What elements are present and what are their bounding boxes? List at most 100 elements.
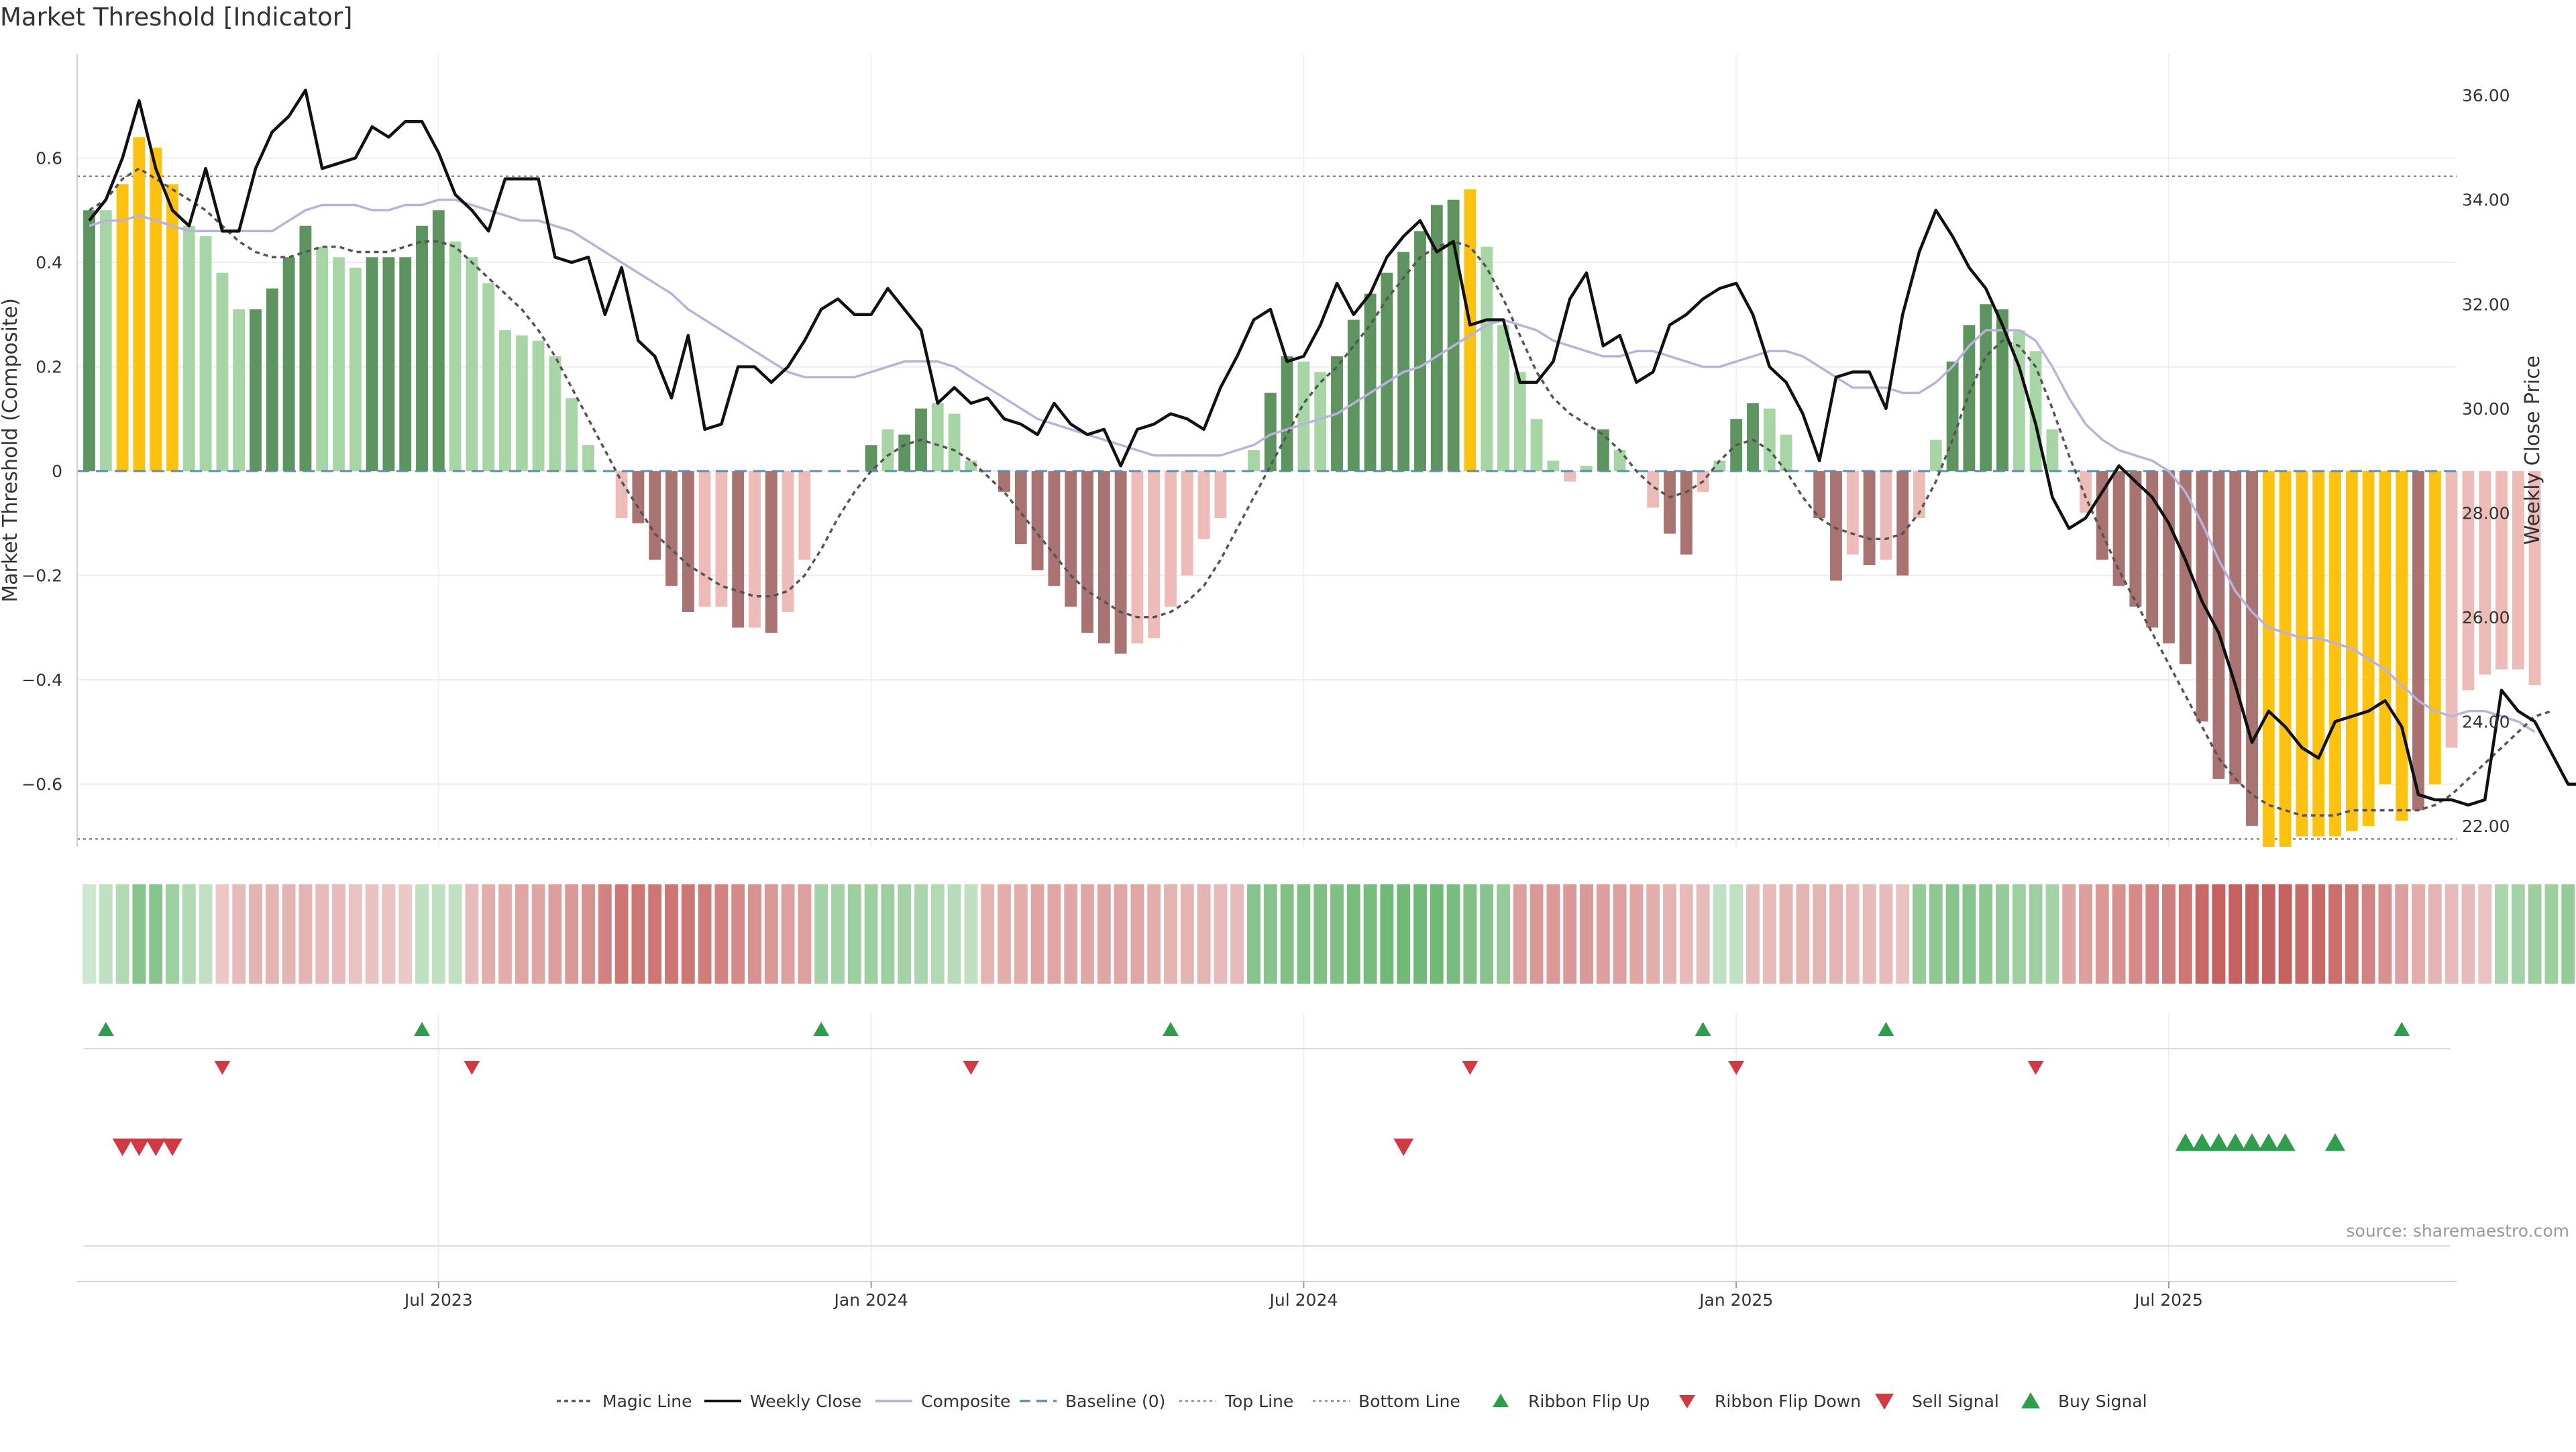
ribbon-cell [2312, 884, 2326, 984]
ribbon-cell [1813, 884, 1827, 984]
threshold-bar [1946, 361, 1959, 472]
ribbon-cell [864, 884, 878, 984]
ribbon-cell [215, 884, 229, 984]
ribbon-flip-up-marker [414, 1022, 430, 1036]
source-credit: source: sharemaestro.com [2346, 1221, 2570, 1241]
threshold-bar [382, 257, 395, 472]
ribbon-cell [332, 884, 345, 984]
ribbon-cell [465, 884, 479, 984]
threshold-bar [282, 257, 295, 472]
threshold-bar [2462, 471, 2475, 690]
threshold-bar [2112, 471, 2125, 586]
threshold-bar [199, 236, 212, 472]
ribbon-cell [299, 884, 313, 984]
ribbon-cell [1646, 884, 1660, 984]
threshold-bar [2279, 471, 2292, 847]
threshold-bar [2262, 471, 2275, 847]
threshold-bar [1813, 471, 1826, 519]
ribbon-cell [748, 884, 761, 984]
ribbon-flip-up-marker [813, 1022, 830, 1036]
ribbon-cell [2178, 884, 2192, 984]
ribbon-cell [2328, 884, 2342, 984]
ribbon-cell [1663, 884, 1676, 984]
threshold-bar [250, 309, 262, 472]
threshold-bar [1364, 293, 1377, 472]
threshold-bar [99, 210, 112, 472]
buy-signal-marker [2325, 1133, 2345, 1151]
ribbon-cell [1613, 884, 1627, 984]
ribbon-cell [2229, 884, 2243, 984]
ribbon-flip-down-marker [963, 1061, 979, 1075]
threshold-bar [1031, 471, 1044, 570]
ribbon-cell [132, 884, 146, 984]
ribbon-cell [1945, 884, 1960, 984]
ribbon-flip-down-marker [2027, 1061, 2044, 1075]
legend-label: Bottom Line [1358, 1392, 1460, 1411]
ribbon-cell [1197, 884, 1211, 984]
ribbon-cell [2361, 884, 2375, 984]
ribbon-cell [1446, 884, 1460, 984]
ribbon-cell [515, 884, 529, 984]
x-tick-label: Jan 2025 [1698, 1290, 1773, 1310]
ribbon-cell [2129, 884, 2143, 984]
ribbon-cell [1996, 884, 2009, 984]
ribbon-cell [1180, 884, 1194, 984]
chart-title: Market Threshold [Indicator] [0, 3, 353, 32]
ribbon-cell [1081, 884, 1094, 984]
y-tick-label: −0.2 [21, 566, 62, 586]
legend-label: Baseline (0) [1065, 1392, 1165, 1411]
ribbon-cell [798, 884, 812, 984]
threshold-bar [1830, 471, 1842, 581]
ribbon-cell [1047, 884, 1061, 984]
threshold-bar [1414, 231, 1426, 472]
legend-label: Magic Line [602, 1392, 692, 1411]
ribbon-cell [1064, 884, 1078, 984]
threshold-bar [2345, 471, 2358, 831]
ribbon-cell [2295, 884, 2309, 984]
ribbon-cell [1513, 884, 1527, 984]
threshold-bar [732, 471, 745, 628]
ribbon-cell [1214, 884, 1228, 984]
threshold-bar [1547, 460, 1560, 472]
ribbon-cell [99, 884, 113, 984]
threshold-bars [83, 137, 2541, 847]
threshold-bar [1863, 471, 1876, 566]
threshold-bar [2196, 471, 2208, 722]
ribbon-cell [681, 884, 695, 984]
ribbon-cell [2278, 884, 2292, 984]
threshold-bar [549, 356, 561, 472]
legend-label: Buy Signal [2058, 1392, 2147, 1411]
threshold-bar [466, 257, 478, 472]
y-tick-label: −0.6 [21, 775, 62, 794]
threshold-bar [1248, 450, 1260, 472]
threshold-bar [2246, 471, 2258, 826]
ribbon-cell [2528, 884, 2542, 984]
threshold-bar [2296, 471, 2308, 837]
ribbon-cell [1580, 884, 1593, 984]
threshold-bar [1081, 471, 1093, 633]
threshold-bar [1264, 393, 1277, 472]
ribbon-cell [947, 884, 961, 984]
threshold-bar [1597, 429, 1609, 472]
ribbon-cell [1114, 884, 1128, 984]
ribbon-cell [1497, 884, 1510, 984]
ribbon-cell [548, 884, 562, 984]
ribbon-cell [981, 884, 995, 984]
ribbon-flip-up-marker [1163, 1022, 1179, 1036]
threshold-bar [1297, 361, 1310, 472]
ribbon-cell [731, 884, 745, 984]
ribbon-cell [2029, 884, 2043, 984]
ribbon-cell [1962, 884, 1976, 984]
ribbon-cell [2561, 884, 2575, 984]
threshold-bar [2362, 471, 2375, 826]
legend-swatch-flip-up [1493, 1394, 1509, 1407]
ribbon-cell [565, 884, 579, 984]
threshold-bar [2146, 471, 2159, 628]
signal-panels [84, 1022, 2450, 1247]
ribbon-cell [614, 884, 629, 984]
ribbon-cell [1829, 884, 1843, 984]
threshold-bar [1165, 471, 1177, 607]
ribbon-cell [1679, 884, 1693, 984]
ribbon-cell [898, 884, 912, 984]
ribbon-cell [398, 884, 413, 984]
